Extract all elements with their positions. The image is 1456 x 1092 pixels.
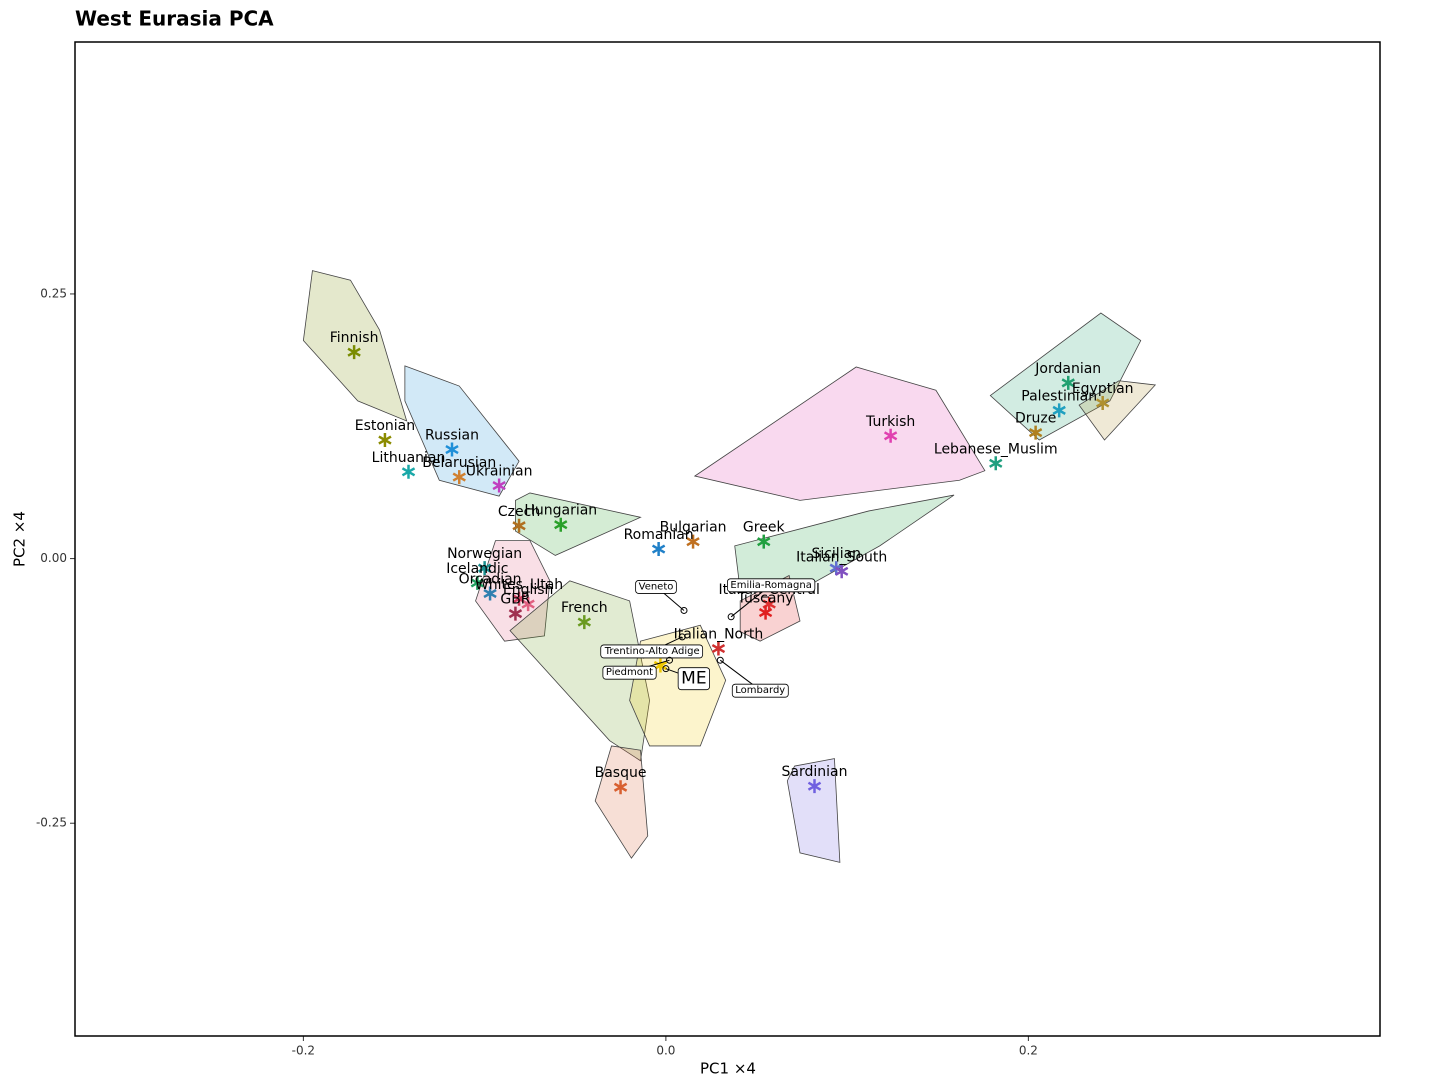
annotation-label: Emilia-Romagna: [730, 580, 811, 591]
group-label: Whites_Utah: [475, 577, 563, 593]
hull: [515, 492, 642, 556]
hull: [404, 365, 520, 497]
annotation-box: [635, 580, 677, 594]
centroid-marker: [757, 534, 771, 549]
hulls: [302, 270, 1157, 863]
hull: [786, 758, 841, 863]
centroid-marker: [686, 534, 700, 549]
annotation-point: [666, 656, 673, 664]
centroid-marker: [1061, 375, 1075, 390]
hull: [475, 540, 551, 642]
annotation-box: [600, 644, 704, 659]
centroids: [347, 345, 1110, 795]
group-label: Turkish: [865, 414, 915, 430]
group-label: Estonian: [355, 418, 415, 434]
centroid-marker: [613, 780, 628, 795]
group-label: Orcadian: [459, 572, 522, 588]
centroid-marker: [477, 561, 492, 576]
group-label: Czech: [498, 504, 540, 520]
centroid-marker: [989, 456, 1003, 471]
annotation-point: [680, 606, 688, 614]
annotation-label: Trentino-Alto Adige: [604, 646, 700, 657]
centroid-marker: [347, 345, 361, 360]
x-tick-label: 0.0: [656, 1044, 675, 1058]
annotation-point: [678, 633, 686, 641]
y-tick-label: 0.25: [40, 286, 67, 300]
group-label: Russian: [425, 428, 479, 444]
annotation-point: [727, 613, 735, 621]
annotation-point: [662, 665, 670, 673]
hull: [1078, 380, 1157, 441]
centroid-marker: [452, 470, 466, 485]
group-label: Romanian: [624, 527, 694, 543]
group-label: Lebanese_Muslim: [934, 441, 1058, 457]
annotation-point: [716, 656, 724, 664]
group-label: Tuscany: [737, 591, 794, 607]
group-label: Sicilian: [811, 546, 861, 562]
x-axis-label: PC1 ×4: [700, 1060, 756, 1078]
group-label: Italian_North: [674, 627, 764, 643]
x-tick-label: 0.2: [1019, 1044, 1038, 1058]
group-label: Egyptian: [1072, 381, 1134, 397]
centroid-marker: [554, 517, 568, 532]
annotation-box: [602, 665, 657, 680]
group-label: Jordanian: [1034, 361, 1101, 377]
annotation-box: [731, 683, 789, 698]
group-label: Finnish: [330, 330, 379, 346]
labels: Finnish Estonian Lithuanian Russian Belarusi…: [330, 330, 1134, 781]
y-tick-label: 0.00: [40, 551, 67, 565]
centroid-marker: [401, 464, 416, 479]
group-label: Italian_South: [796, 549, 887, 565]
centroid-marker: [651, 542, 666, 557]
group-label: GBR: [500, 592, 530, 608]
annotation-label: Lombardy: [735, 685, 785, 696]
centroid-marker: [470, 575, 485, 590]
chart-title: West Eurasia PCA: [75, 7, 274, 31]
centroid-marker: [1096, 395, 1110, 410]
centroid-marker: [807, 779, 822, 794]
group-label: Hungarian: [524, 503, 597, 519]
annotation-label: ME: [681, 669, 706, 689]
group-label: Basque: [595, 765, 647, 781]
centroid-marker: [835, 564, 849, 579]
y-tick-label: -0.25: [36, 816, 67, 830]
group-label: Greek: [743, 520, 786, 536]
annotation-label: Veneto: [639, 581, 674, 592]
y-axis-label: PC2 ×4: [11, 511, 29, 567]
group-label: Sardinian: [782, 764, 848, 780]
x-tick-label: -0.2: [292, 1044, 315, 1058]
hull: [509, 580, 650, 762]
group-label: Ukrainian: [466, 464, 533, 480]
centroid-marker: [378, 433, 392, 448]
hull: [693, 366, 986, 501]
annotation-box: [727, 578, 816, 593]
hull: [594, 745, 649, 859]
group-label: Lithuanian: [372, 450, 446, 466]
plot-frame: [74, 41, 1381, 1037]
annotation-label: Piedmont: [606, 667, 653, 678]
group-label: Belarusian: [422, 455, 496, 471]
centroid-marker: [521, 597, 535, 612]
group-label: Icelandic: [446, 561, 508, 577]
hull: [989, 312, 1142, 441]
group-label: Bulgarian: [660, 520, 727, 536]
centroid-marker: [711, 641, 726, 656]
centroid-marker: [445, 442, 459, 457]
centroid-marker: [483, 586, 497, 601]
centroid-marker: [758, 605, 773, 620]
centroid-marker: [492, 478, 506, 493]
centroid-marker: [1028, 425, 1043, 440]
centroid-marker: [883, 428, 898, 443]
group-label: Druze: [1015, 411, 1056, 427]
group-label: Palestinian: [1021, 388, 1097, 404]
group-label: French: [561, 600, 608, 616]
group-label: Norwegian: [447, 546, 522, 562]
group-label: English: [503, 582, 554, 598]
centroid-marker: [577, 615, 591, 630]
centroid-marker: [508, 606, 523, 621]
centroid-marker: [1052, 403, 1066, 418]
annotation-box: [677, 667, 710, 691]
centroid-marker: [512, 518, 526, 533]
